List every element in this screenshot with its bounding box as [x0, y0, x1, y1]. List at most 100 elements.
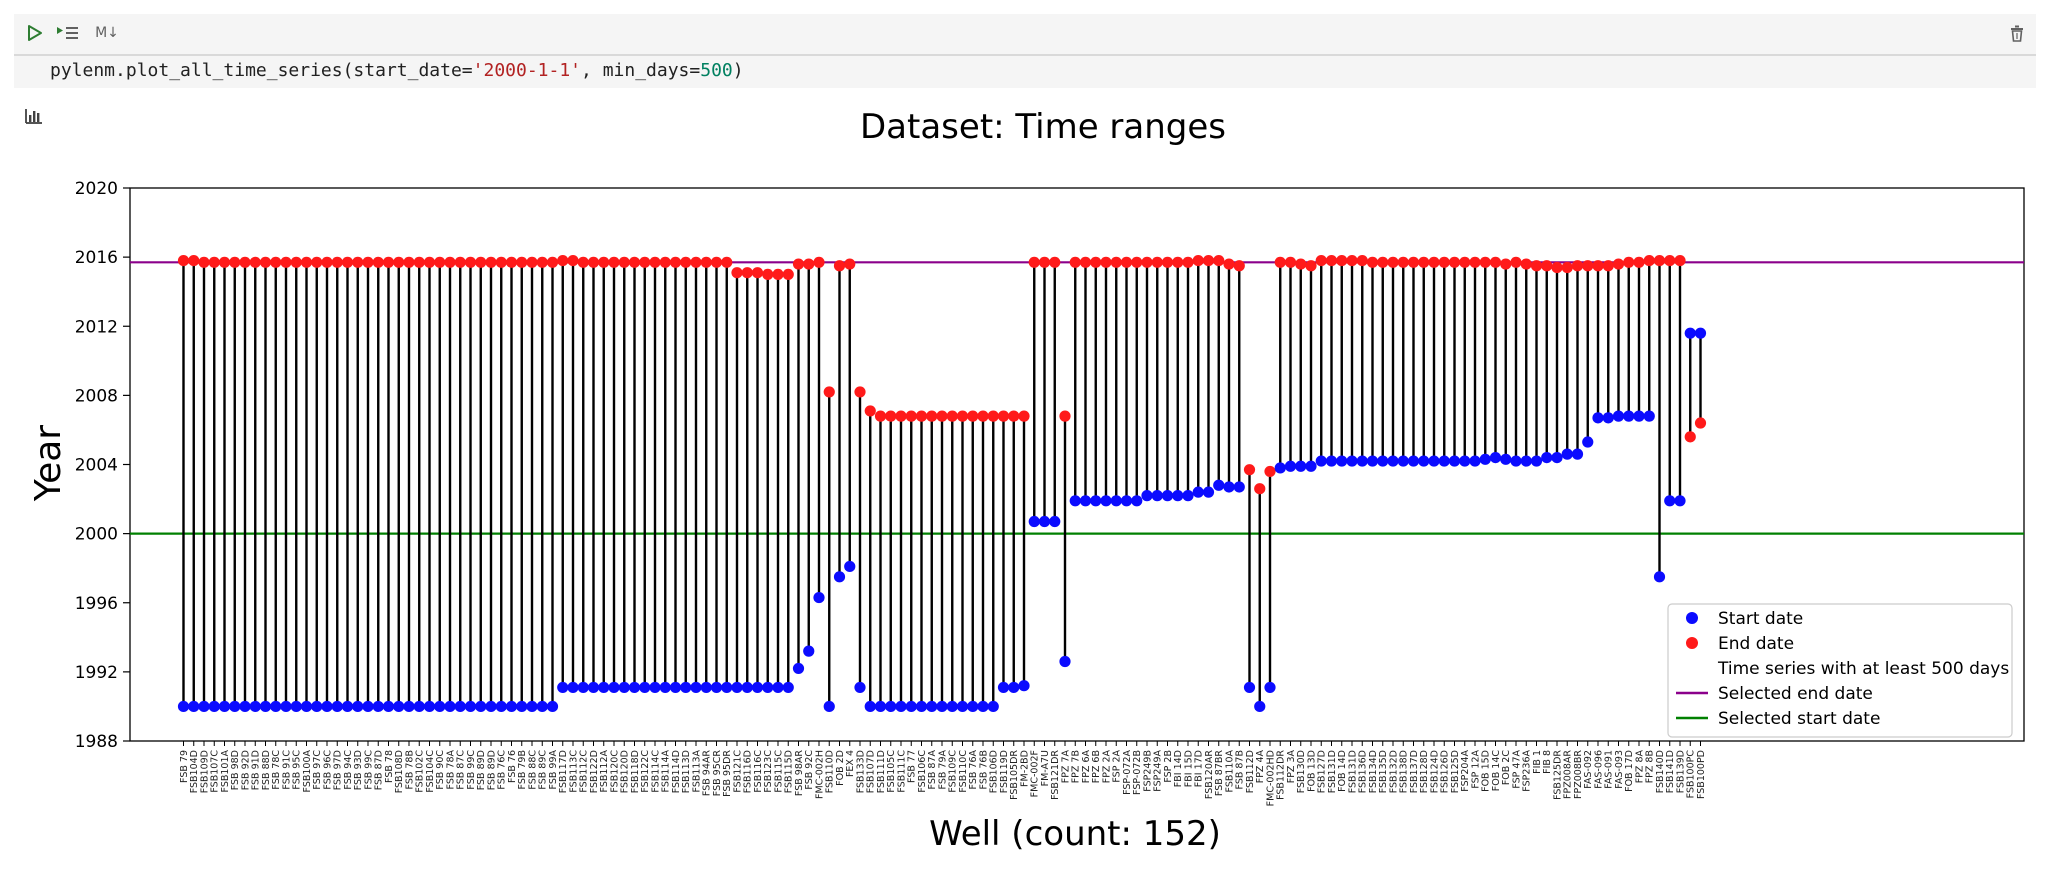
start-point [1202, 486, 1215, 498]
y-axis-label: Year [28, 425, 69, 502]
min-days-arg: 500 [700, 60, 733, 81]
end-point [885, 410, 897, 422]
start-point [423, 700, 436, 713]
x-tick-label: FSB106D [989, 750, 1000, 793]
x-tick-label: FSB 79B [517, 750, 528, 789]
x-tick-label: FSB113C [568, 750, 579, 793]
start-point [1366, 455, 1379, 467]
end-point [1551, 261, 1563, 274]
end-point [967, 410, 979, 422]
x-tick-label: FSB133D [855, 750, 866, 793]
end-point [1141, 256, 1153, 268]
run-icon[interactable] [24, 20, 46, 46]
start-point [977, 700, 989, 713]
end-point [505, 256, 518, 268]
x-tick-label: FSP 2B [1163, 750, 1174, 783]
code-middle: , min_days= [581, 60, 701, 81]
end-point [608, 256, 620, 268]
chart-title: Dataset: Time ranges [860, 107, 1226, 147]
x-tick-label: FSB 78B [404, 750, 415, 789]
end-point [1059, 410, 1071, 422]
start-point [741, 681, 753, 694]
x-tick-label: FOB 14D [1337, 750, 1348, 792]
x-tick-label: FSB 98D [230, 750, 241, 790]
end-point [1366, 256, 1379, 268]
x-tick-label: FOB 2D [835, 750, 846, 786]
end-point [1110, 256, 1122, 268]
end-point [1161, 256, 1174, 268]
start-point [1295, 460, 1307, 472]
end-point [1387, 256, 1399, 268]
x-tick-label: FSB132D [1388, 750, 1399, 793]
end-point [823, 386, 835, 398]
code-cell[interactable]: pylenm.plot_all_time_series(start_date='… [14, 56, 2036, 88]
end-point [987, 410, 999, 422]
x-tick-label: FSB 76 [507, 750, 518, 783]
end-point [792, 258, 805, 270]
start-point [1141, 490, 1153, 502]
bar-chart-icon [24, 106, 44, 126]
legend-start-marker [1686, 612, 1698, 624]
start-point [1612, 410, 1625, 422]
end-point [690, 256, 702, 268]
y-tick-label: 2004 [75, 456, 118, 476]
x-tick-label: FAS-093 [1614, 750, 1625, 789]
start-point [1151, 490, 1163, 502]
start-point [382, 700, 395, 713]
start-point [956, 700, 969, 713]
x-tick-label: FSB 98AR [794, 750, 805, 796]
start-point [1305, 460, 1317, 472]
start-point [700, 681, 712, 694]
x-tick-label: FBI 14D [1173, 750, 1184, 787]
x-tick-label: FSB 97C [312, 750, 323, 790]
end-point [1623, 256, 1635, 268]
start-point [372, 700, 384, 713]
end-point [854, 386, 866, 398]
end-point [1100, 256, 1112, 268]
end-point [1192, 254, 1204, 267]
end-point [1336, 254, 1348, 267]
end-point [1028, 256, 1040, 268]
legend-label: Selected end date [1718, 684, 1873, 704]
start-point [1325, 455, 1338, 467]
end-point [1069, 256, 1081, 268]
start-point [1346, 455, 1358, 467]
start-point [649, 681, 661, 694]
x-tick-label: FMC-002HD [1265, 750, 1276, 806]
x-tick-label: FSP 12A [1470, 750, 1481, 789]
end-point [1448, 256, 1461, 268]
end-point [649, 256, 661, 268]
start-point [259, 700, 272, 713]
start-point [690, 681, 702, 694]
start-point [1397, 455, 1409, 467]
x-tick-label: FSB128D [1419, 750, 1430, 793]
x-tick-label: FSP249A [1153, 750, 1164, 792]
start-point [300, 700, 313, 713]
x-tick-label: FSB100PD [1696, 750, 1707, 799]
end-point [1038, 256, 1051, 268]
start-point [1602, 412, 1614, 424]
start-point [1541, 451, 1553, 464]
y-tick-label: 2016 [75, 248, 118, 268]
x-tick-label: FSP204A [1460, 750, 1471, 792]
end-point [741, 267, 753, 279]
start-point [1223, 481, 1235, 493]
end-point [1223, 258, 1235, 270]
run-all-below-icon[interactable] [54, 20, 82, 46]
start-point [1571, 448, 1584, 460]
x-tick-label: FSB110A [1224, 750, 1235, 793]
markdown-toggle[interactable]: M↓ [95, 25, 119, 41]
end-point [1459, 256, 1471, 268]
trash-icon[interactable] [2006, 20, 2028, 46]
end-point [587, 256, 600, 268]
end-point [1182, 256, 1194, 268]
x-tick-label: FSB111D [876, 750, 887, 793]
start-point [352, 700, 364, 713]
start-point [464, 700, 477, 713]
start-point [321, 700, 333, 713]
x-tick-label: FSB 96C [322, 750, 333, 790]
x-tick-label: FSB138D [1399, 750, 1410, 793]
end-point [1254, 483, 1266, 495]
start-point [659, 681, 671, 694]
start-point [1633, 410, 1645, 422]
